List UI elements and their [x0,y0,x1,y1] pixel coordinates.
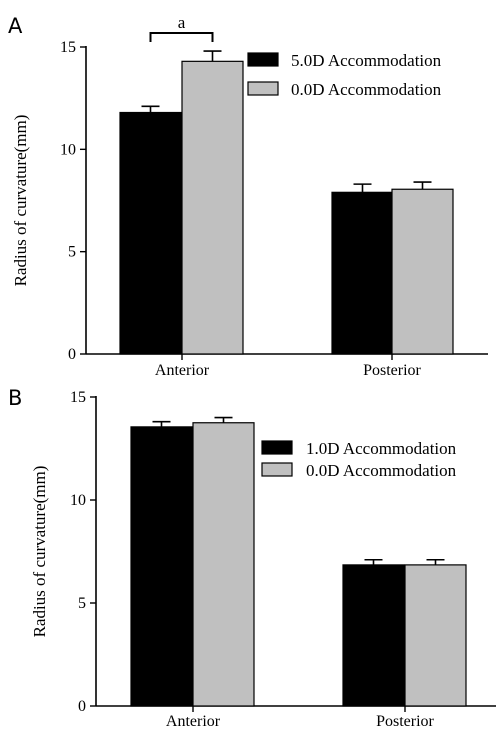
y-axis-title: Radius of curvature(mm) [11,115,30,287]
bar-anterior-series-2 [192,422,255,707]
y-tick-label: 15 [70,389,86,406]
bar-anterior-series-2 [181,60,244,355]
y-tick-label: 0 [68,346,76,363]
panel-b: B 0 5 10 15 Radius of curvature(mm) Anterior Po… [8,386,496,729]
bar-posterior-series-2 [404,564,467,707]
panel-label: A [8,14,23,38]
x-tick-label: Anterior [166,713,221,729]
bar-posterior-series-2 [391,188,454,355]
y-tick-label: 10 [70,492,86,509]
legend-label: 0.0D Accommodation [306,461,457,480]
y-tick-label: 5 [68,244,76,261]
panel-label: B [8,386,22,410]
legend-swatch [261,462,293,477]
legend-swatch [261,440,293,455]
y-tick-label: 10 [60,141,76,158]
x-tick-label: Posterior [376,713,434,729]
legend-swatch [247,52,279,67]
bar-anterior-series-1 [119,111,182,355]
panel-a: A 0 5 10 15 Radius of curvature(mm) Anterior Po… [8,13,488,379]
legend-label: 0.0D Accommodation [291,80,442,99]
legend-swatch [247,81,279,96]
y-tick-label: 5 [78,595,86,612]
bar-posterior-series-1 [331,191,394,355]
significance-label: a [178,13,186,32]
legend-label: 1.0D Accommodation [306,439,457,458]
bar-posterior-series-1 [342,564,405,707]
y-axis-title: Radius of curvature(mm) [30,466,49,638]
legend-label: 5.0D Accommodation [291,51,442,70]
y-tick-label: 15 [60,39,76,56]
x-tick-label: Posterior [363,362,421,379]
bar-anterior-series-1 [130,426,193,707]
y-tick-label: 0 [78,698,86,715]
x-tick-label: Anterior [155,362,210,379]
significance-bracket [149,32,214,42]
